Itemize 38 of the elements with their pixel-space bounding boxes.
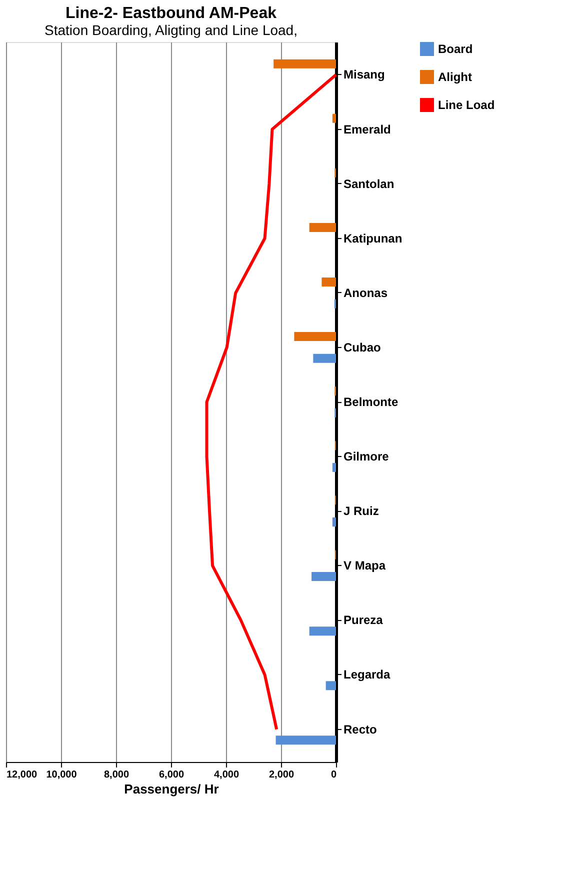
y-tick-label: Belmonte bbox=[344, 395, 398, 409]
y-tick-label: Legarda bbox=[344, 668, 391, 682]
bar bbox=[274, 59, 336, 68]
x-tick-label: 6,000 bbox=[158, 770, 184, 780]
y-tick-label: Katipunan bbox=[344, 231, 402, 246]
bar bbox=[326, 681, 336, 690]
x-tick-label: 4,000 bbox=[214, 770, 240, 780]
y-tick-label: Emerald bbox=[344, 122, 391, 136]
y-tick-label: Gilmore bbox=[344, 450, 390, 464]
bar bbox=[309, 626, 336, 636]
bar bbox=[309, 222, 336, 232]
bar bbox=[332, 462, 336, 472]
x-tick-label: 0 bbox=[330, 770, 337, 780]
bar bbox=[322, 278, 336, 286]
chart-subtitle: Station Boarding, Aligting and Line Load, bbox=[44, 22, 298, 38]
chart-title: Line-2- Eastbound AM-Peak bbox=[66, 5, 277, 22]
bar bbox=[313, 354, 336, 363]
y-tick-label: Cubao bbox=[344, 340, 381, 354]
bar bbox=[276, 736, 336, 745]
y-tick-label: Pureza bbox=[344, 613, 384, 628]
x-tick-label: 12,000 bbox=[6, 770, 38, 780]
bar bbox=[294, 332, 336, 342]
x-tick-label: 10,000 bbox=[46, 770, 78, 780]
y-tick-label: Recto bbox=[344, 722, 377, 736]
legend-label: Board bbox=[438, 42, 473, 56]
x-axis-title: Passengers/ Hr bbox=[124, 782, 219, 796]
y-tick-label: Anonas bbox=[344, 286, 388, 300]
bar bbox=[332, 114, 336, 123]
legend-label: Alight bbox=[438, 70, 472, 84]
y-tick-label: Santolan bbox=[344, 176, 394, 191]
bar bbox=[332, 518, 336, 526]
x-tick-label: 2,000 bbox=[268, 770, 294, 780]
x-tick-label: 8,000 bbox=[104, 770, 130, 780]
y-tick-label: J Ruiz bbox=[344, 504, 379, 518]
y-tick-label: V Mapa bbox=[344, 558, 386, 573]
legend-label: Line Load bbox=[438, 98, 495, 112]
y-tick-label: Misang bbox=[344, 68, 385, 82]
bar bbox=[312, 572, 336, 582]
